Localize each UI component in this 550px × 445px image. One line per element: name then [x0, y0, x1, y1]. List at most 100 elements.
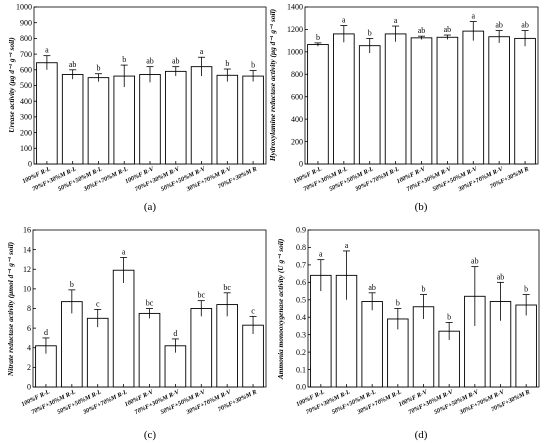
y-tick-label: 0.9 [296, 226, 306, 235]
y-tick-label: 0.7 [296, 261, 306, 270]
y-tick-label: 0.3 [296, 330, 306, 339]
significance-letter: d [173, 329, 177, 338]
significance-letter: ab [418, 26, 426, 35]
y-tick-label: 1000 [16, 3, 32, 12]
significance-letter: ab [444, 25, 452, 34]
y-tick-label: 8 [27, 304, 31, 313]
bar [333, 33, 355, 165]
significance-letter: a [342, 16, 346, 25]
bar [112, 269, 135, 388]
y-tick-label: 900 [20, 18, 32, 27]
significance-letter: a [394, 16, 398, 25]
significance-letter: ab [368, 283, 376, 292]
bar [216, 74, 239, 165]
significance-letter: a [319, 250, 323, 259]
y-tick-label: 14 [23, 245, 31, 254]
y-tick-label: 400 [20, 97, 32, 106]
y-tick-label: 12 [23, 265, 31, 274]
y-tick-label: 500 [20, 81, 32, 90]
panel-a: 0 100 200 300 400 500 600 700 800 900 1000 Urease a… [7, 3, 267, 213]
y-tick-label: 200 [20, 128, 32, 137]
y-tick-label: 700 [20, 50, 32, 59]
y-tick-label: 0.4 [296, 313, 306, 322]
x-tick-label: 30%F+70%M R-L [82, 165, 129, 193]
x-tick-label: 30%F+70%M R-L [355, 388, 402, 416]
bar [436, 36, 459, 165]
significance-letter: b [368, 28, 372, 37]
significance-letter: b [96, 64, 100, 73]
significance-letter: bc [223, 283, 231, 292]
significance-letter: a [345, 241, 349, 250]
significance-letter: b [422, 285, 426, 294]
significance-letter: c [96, 299, 100, 308]
bar [138, 312, 161, 388]
y-tick-label: 0 [27, 383, 31, 392]
y-tick-label: 0.2 [296, 348, 306, 357]
bar [488, 36, 510, 165]
y-tick-label: 6 [27, 324, 31, 333]
bar [242, 324, 264, 388]
y-tick-label: 600 [20, 66, 32, 75]
y-tick-label: 0 [28, 160, 32, 169]
significance-letter: a [45, 46, 49, 55]
x-tick-label: 30%F+70%M R-L [353, 165, 400, 193]
y-axis-label: Urease activity (μg d⁻¹ g⁻¹ soil) [7, 37, 16, 132]
bar [190, 308, 213, 388]
significance-letter: c [251, 306, 255, 315]
significance-letter: ab [521, 21, 529, 30]
panel-label: (d) [415, 429, 428, 441]
y-tick-label: 200 [291, 137, 303, 146]
y-tick-label: 1200 [287, 25, 303, 34]
significance-letter: ab [172, 57, 180, 66]
significance-letter: ab [495, 21, 503, 30]
panel-d: 0.0 0.1 0.2 0.3 0.4 0.5 0.6 0.7 0.8 0.9 Ammonia mo… [276, 226, 540, 441]
y-tick-label: 0 [299, 160, 303, 169]
significance-letter: bc [197, 291, 205, 300]
bar [410, 37, 433, 165]
bar [358, 45, 381, 165]
bar [515, 304, 537, 388]
panel-label: (c) [144, 429, 157, 441]
y-tick-label: 800 [291, 70, 303, 79]
significance-letter: b [225, 59, 229, 68]
significance-letter: a [122, 247, 126, 256]
significance-letter: bc [146, 299, 154, 308]
y-tick-label: 4 [27, 343, 31, 352]
y-tick-label: 10 [23, 285, 31, 294]
y-axis-label: Nitrate reductase activity (μmol d⁻¹ g⁻¹… [6, 242, 15, 377]
bar [86, 317, 109, 388]
panel-label: (a) [144, 201, 157, 213]
panel-c: 0 2 4 6 8 10 12 14 16 Nitrate reductase activity … [6, 226, 267, 441]
significance-letter: ab [146, 57, 154, 66]
y-tick-label: 1400 [287, 3, 303, 12]
y-tick-label: 0.5 [296, 295, 306, 304]
y-axis-label: Hydroxylamine reductase activity (μg d⁻¹… [268, 9, 277, 162]
y-tick-label: 16 [23, 226, 31, 235]
significance-letter: b [316, 33, 320, 42]
significance-letter: b [70, 280, 74, 289]
bar [61, 301, 83, 388]
y-tick-label: 100 [20, 144, 32, 153]
significance-letter: ab [497, 272, 505, 281]
bar [216, 304, 238, 388]
significance-letter: b [251, 61, 255, 70]
panel-b: 0 200 400 600 800 1000 1200 1400 Hydroxylamine r… [268, 3, 539, 213]
bar [361, 301, 383, 388]
bar [462, 30, 485, 165]
y-tick-label: 0.6 [296, 278, 306, 287]
bar [113, 75, 135, 165]
significance-letter: b [524, 285, 528, 294]
y-tick-label: 600 [291, 92, 303, 101]
bar [310, 274, 332, 388]
significance-letter: b [396, 299, 400, 308]
y-axis-label: Ammonia monooxygenase activity (U g⁻¹ so… [276, 239, 285, 381]
y-tick-label: 0.8 [296, 243, 306, 252]
y-tick-label: 0.0 [296, 383, 306, 392]
bar [139, 74, 161, 165]
significance-letter: a [471, 12, 475, 21]
bar [384, 33, 407, 165]
y-tick-label: 2 [27, 363, 31, 372]
bar [514, 37, 536, 165]
bar [190, 66, 213, 165]
